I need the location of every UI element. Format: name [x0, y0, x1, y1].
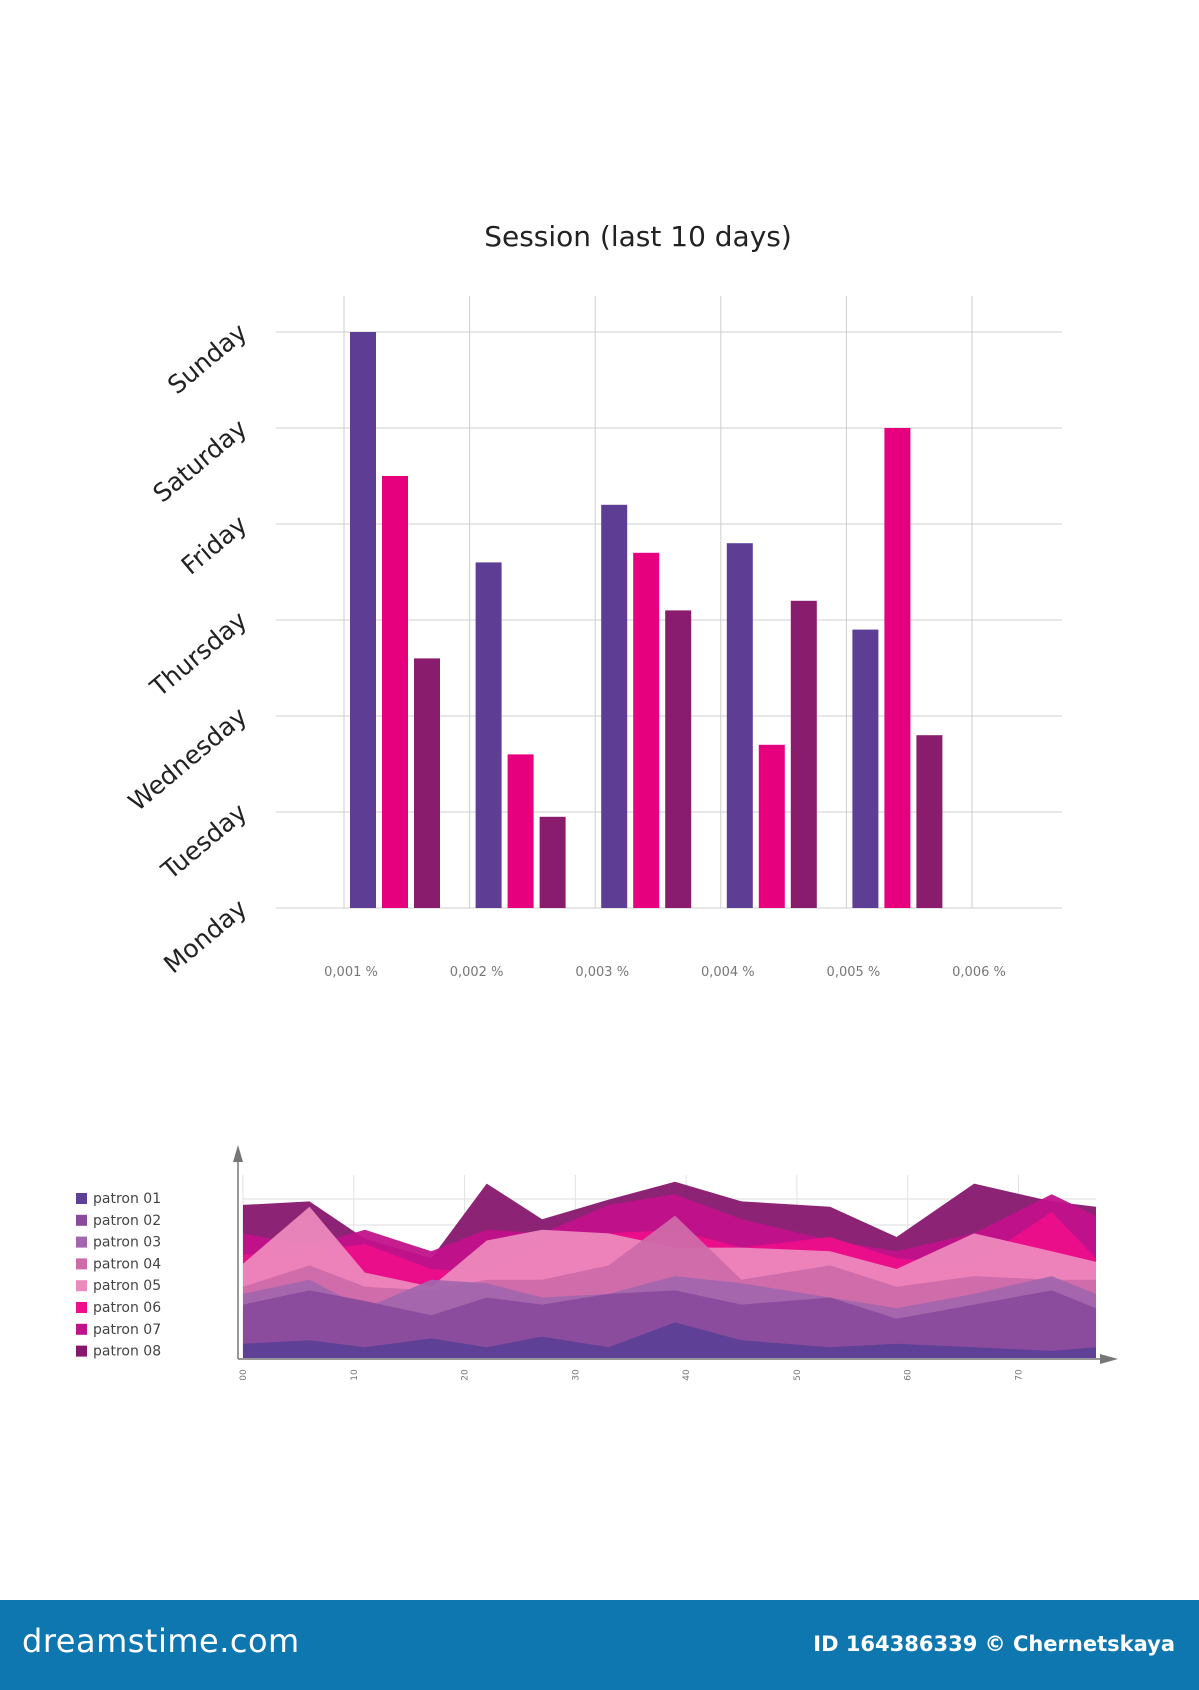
- legend-swatch: [76, 1345, 87, 1357]
- area-x-tick-label: 20: [461, 1369, 471, 1381]
- y-tick-label: Sunday: [162, 317, 252, 399]
- legend-label: patron 07: [93, 1322, 161, 1338]
- bar: [539, 816, 566, 908]
- y-tick-label: Saturday: [147, 413, 252, 508]
- y-tick-label: Friday: [176, 509, 253, 580]
- x-tick-label: 0,003 %: [575, 965, 629, 980]
- bar-marks: [350, 332, 943, 908]
- area-x-tick-label: 10: [350, 1369, 360, 1381]
- legend-swatch: [76, 1280, 87, 1292]
- area-series: [243, 1322, 1096, 1358]
- area-legend: patron 01 patron 02 patron 03 patron 04 patr…: [76, 1191, 161, 1360]
- bar: [475, 562, 502, 908]
- area-axes: [233, 1145, 1118, 1364]
- bar: [382, 476, 408, 908]
- bar: [790, 600, 817, 908]
- legend-label: patron 03: [93, 1235, 161, 1251]
- chart-title: Session (last 10 days): [484, 220, 792, 253]
- bar: [884, 428, 911, 908]
- area-x-tick-label: 60: [904, 1369, 914, 1381]
- x-axis-arrow-icon: [1100, 1354, 1118, 1364]
- legend-label: patron 06: [93, 1300, 161, 1316]
- legend-label: patron 08: [93, 1344, 161, 1360]
- legend-swatch: [76, 1236, 87, 1248]
- legend-swatch: [76, 1214, 87, 1226]
- y-tick-label: Tuesday: [155, 797, 252, 885]
- bar: [601, 504, 628, 908]
- bar-y-labels: MondayTuesdayWednesdayThursdayFridaySatu…: [123, 317, 253, 979]
- footer-bar: dreamstime.com ID 164386339 © Chernetska…: [0, 1600, 1199, 1690]
- x-tick-label: 0,005 %: [827, 965, 881, 980]
- bar: [414, 658, 440, 908]
- legend-label: patron 04: [93, 1256, 161, 1272]
- bar: [758, 744, 785, 908]
- legend-label: patron 01: [93, 1191, 161, 1207]
- bar: [726, 543, 753, 908]
- area-x-tick-label: 00: [239, 1369, 249, 1381]
- x-tick-label: 0,001 %: [324, 965, 378, 980]
- x-tick-label: 0,004 %: [701, 965, 755, 980]
- bar-x-labels: 0,001 % 0,002 % 0,003 % 0,004 % 0,005 % 0,006…: [324, 965, 1006, 980]
- area-marks: [243, 1181, 1096, 1358]
- brand-logo[interactable]: dreamstime.com: [22, 1622, 300, 1660]
- y-tick-label: Thursday: [144, 605, 253, 703]
- bar: [633, 552, 660, 908]
- legend-label: patron 02: [93, 1213, 161, 1229]
- legend-label: patron 05: [93, 1278, 161, 1294]
- area-x-tick-label: 30: [571, 1369, 581, 1381]
- area-x-tick-label: 70: [1014, 1369, 1024, 1381]
- bar: [665, 610, 692, 908]
- bar: [507, 754, 534, 908]
- area-x-tick-label: 50: [793, 1369, 803, 1381]
- image-credit: ID 164386339 © Chernetskaya: [813, 1632, 1175, 1656]
- area-x-labels: 00 10 20 30 40 50 60 70: [239, 1369, 1024, 1381]
- y-tick-label: Monday: [158, 893, 252, 979]
- bar: [350, 332, 376, 908]
- bar: [852, 629, 879, 908]
- bar: [916, 735, 943, 908]
- x-tick-label: 0,006 %: [952, 965, 1006, 980]
- area-series: [243, 1290, 1096, 1358]
- x-tick-label: 0,002 %: [450, 965, 504, 980]
- legend-swatch: [76, 1323, 87, 1335]
- area-x-tick-label: 40: [682, 1369, 692, 1381]
- y-axis-arrow-icon: [233, 1145, 243, 1162]
- legend-swatch: [76, 1258, 87, 1270]
- legend-swatch: [76, 1193, 87, 1204]
- legend-swatch: [76, 1302, 87, 1313]
